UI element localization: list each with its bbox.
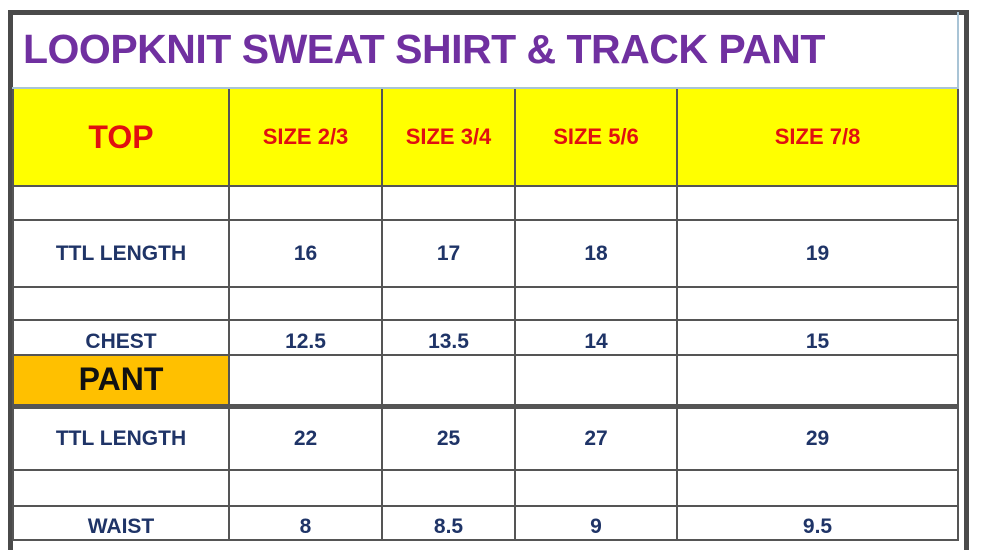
cell-value: 27: [514, 403, 678, 471]
cell-value: 14: [514, 319, 678, 356]
cell-value: 9: [514, 505, 678, 541]
pant-section-header: PANT: [12, 354, 230, 407]
cell-value: 16: [228, 219, 383, 288]
chart-title: LOOPKNIT SWEAT SHIRT & TRACK PANT: [13, 12, 960, 89]
size-chart-table: LOOPKNIT SWEAT SHIRT & TRACK PANT TOP SI…: [12, 12, 960, 541]
cell-value: 15: [675, 319, 960, 356]
row-label: TTL LENGTH: [12, 219, 230, 288]
row-label: CHEST: [12, 319, 230, 356]
cell-value: 8: [228, 505, 383, 541]
table-row: WAIST 8 8.5 9 9.5: [12, 505, 960, 541]
cell-value: 8.5: [381, 505, 516, 541]
cell-value: 22: [228, 403, 383, 471]
row-label: TTL LENGTH: [12, 403, 230, 471]
cell-value: 18: [514, 219, 678, 288]
table-row: TTL LENGTH 16 17 18 19: [12, 219, 960, 288]
cell-value: 17: [381, 219, 516, 288]
spacer-row: [12, 185, 960, 221]
size-header: SIZE 2/3: [228, 87, 383, 187]
size-header: SIZE 5/6: [514, 87, 678, 187]
cell-value: 19: [675, 219, 960, 288]
row-label: WAIST: [12, 505, 230, 541]
spacer-row: [12, 469, 960, 507]
size-header: SIZE 3/4: [381, 87, 516, 187]
cell-value: 29: [675, 403, 960, 471]
size-header: SIZE 7/8: [675, 87, 960, 187]
cell-value: 25: [381, 403, 516, 471]
cell-value: 12.5: [228, 319, 383, 356]
cell-value: 9.5: [675, 505, 960, 541]
table-row: CHEST 12.5 13.5 14 15: [12, 319, 960, 356]
spacer-row: [12, 286, 960, 321]
top-section-header: TOP: [12, 87, 230, 187]
cell-value: 13.5: [381, 319, 516, 356]
table-row: TTL LENGTH 22 25 27 29: [12, 403, 960, 471]
